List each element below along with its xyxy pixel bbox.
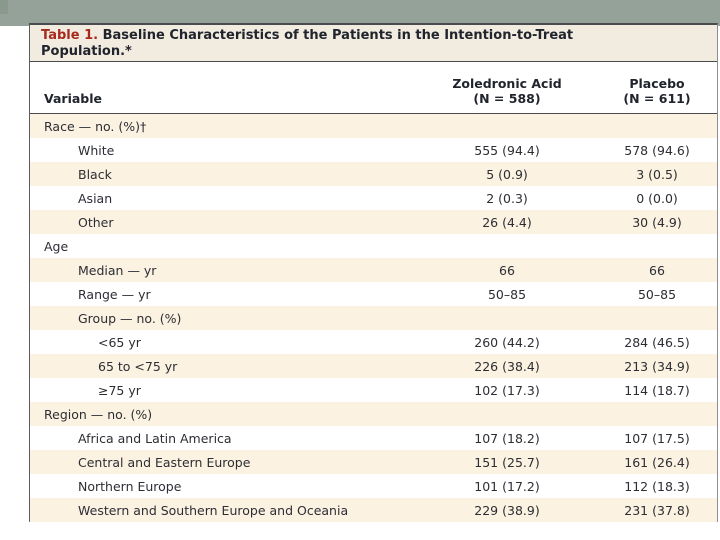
table-row: Median — yr 66 66 [30, 258, 717, 282]
row-label: Black [78, 166, 112, 182]
zoledronic-value: 101 (17.2) [474, 478, 540, 494]
column-header-placebo-n: (N = 611) [623, 91, 691, 106]
placebo-value: 66 [649, 262, 665, 278]
table-row: Africa and Latin America 107 (18.2) 107 … [30, 426, 717, 450]
column-header-zoledronic: Zoledronic Acid (N = 588) [417, 76, 597, 106]
placebo-value: 50–85 [637, 286, 677, 302]
baseline-characteristics-table: Table 1. Baseline Characteristics of the… [29, 23, 718, 522]
table-row: Western and Southern Europe and Oceania … [30, 498, 717, 522]
row-label: ≥75 yr [98, 382, 141, 398]
row-label: Race — no. (%)† [44, 118, 147, 134]
zoledronic-value: 151 (25.7) [474, 454, 540, 470]
table-row: Central and Eastern Europe 151 (25.7) 16… [30, 450, 717, 474]
table-title: Table 1. Baseline Characteristics of the… [30, 25, 717, 62]
table-row: Region — no. (%) [30, 402, 717, 426]
table-row: <65 yr 260 (44.2) 284 (46.5) [30, 330, 717, 354]
row-label: Central and Eastern Europe [78, 454, 251, 470]
zoledronic-value: 226 (38.4) [474, 358, 540, 374]
zoledronic-value: 102 (17.3) [474, 382, 540, 398]
placebo-value: 578 (94.6) [624, 142, 690, 158]
table-row: Northern Europe 101 (17.2) 112 (18.3) [30, 474, 717, 498]
row-label: Other [78, 214, 114, 230]
row-label: White [78, 142, 115, 158]
placebo-value: 0 (0.0) [636, 190, 678, 206]
table-column-header-row: Variable Zoledronic Acid (N = 588) Place… [30, 62, 717, 114]
placebo-value: 161 (26.4) [624, 454, 690, 470]
placebo-value: 284 (46.5) [624, 334, 690, 350]
placebo-value: 107 (17.5) [624, 430, 690, 446]
row-label: Range — yr [78, 286, 151, 302]
zoledronic-value: 229 (38.9) [474, 502, 540, 518]
row-label: Median — yr [78, 262, 157, 278]
zoledronic-value: 2 (0.3) [486, 190, 528, 206]
row-label: Age [44, 238, 69, 254]
table-row: Black 5 (0.9) 3 (0.5) [30, 162, 717, 186]
placebo-value: 3 (0.5) [636, 166, 678, 182]
zoledronic-value: 26 (4.4) [482, 214, 532, 230]
zoledronic-value: 66 [499, 262, 515, 278]
row-label: <65 yr [98, 334, 141, 350]
table-number-label: Table 1. [41, 28, 99, 43]
table-row: Range — yr 50–85 50–85 [30, 282, 717, 306]
table-row: Race — no. (%)† [30, 114, 717, 138]
table-row: White 555 (94.4) 578 (94.6) [30, 138, 717, 162]
table-row: ≥75 yr 102 (17.3) 114 (18.7) [30, 378, 717, 402]
row-label: Northern Europe [78, 478, 182, 494]
zoledronic-value: 260 (44.2) [474, 334, 540, 350]
column-header-zoledronic-name: Zoledronic Acid [452, 76, 562, 91]
slide-top-band-corner [0, 0, 8, 14]
row-label: Group — no. (%) [78, 310, 182, 326]
table-body: Race — no. (%)† White 555 (94.4) 578 (94… [30, 114, 717, 522]
placebo-value: 112 (18.3) [624, 478, 690, 494]
column-header-variable: Variable [44, 91, 103, 106]
row-label: 65 to <75 yr [98, 358, 178, 374]
table-row: 65 to <75 yr 226 (38.4) 213 (34.9) [30, 354, 717, 378]
column-header-placebo: Placebo (N = 611) [597, 76, 717, 106]
table-title-text: Baseline Characteristics of the Patients… [41, 28, 574, 59]
zoledronic-value: 107 (18.2) [474, 430, 540, 446]
table-row: Group — no. (%) [30, 306, 717, 330]
zoledronic-value: 555 (94.4) [474, 142, 540, 158]
column-header-placebo-name: Placebo [629, 76, 685, 91]
placebo-value: 30 (4.9) [632, 214, 682, 230]
placebo-value: 114 (18.7) [624, 382, 690, 398]
row-label: Western and Southern Europe and Oceania [78, 502, 349, 518]
row-label: Africa and Latin America [78, 430, 232, 446]
slide-top-band [0, 0, 720, 26]
zoledronic-value: 5 (0.9) [486, 166, 528, 182]
zoledronic-value: 50–85 [487, 286, 527, 302]
row-label: Region — no. (%) [44, 406, 153, 422]
placebo-value: 213 (34.9) [624, 358, 690, 374]
table-row: Asian 2 (0.3) 0 (0.0) [30, 186, 717, 210]
row-label: Asian [78, 190, 113, 206]
table-row: Other 26 (4.4) 30 (4.9) [30, 210, 717, 234]
table-row: Age [30, 234, 717, 258]
column-header-zoledronic-n: (N = 588) [473, 91, 541, 106]
placebo-value: 231 (37.8) [624, 502, 690, 518]
